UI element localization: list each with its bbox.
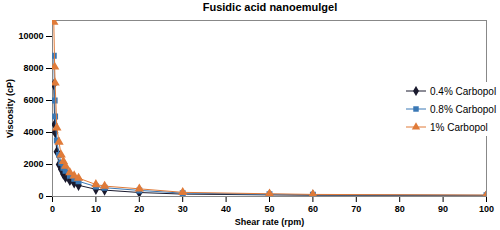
html-text:1% Carbopol: 1% Carbopol (430, 121, 488, 133)
html-text:Fusidic acid nanoemulgel: Fusidic acid nanoemulgel (202, 1, 338, 13)
svg-text:30: 30 (178, 204, 188, 214)
svg-text:0: 0 (38, 191, 43, 201)
svg-text:10000: 10000 (18, 31, 43, 41)
html-text:0.4% Carbopol: 0.4% Carbopol (430, 85, 497, 97)
svg-text:0: 0 (50, 204, 55, 214)
svg-text:4000: 4000 (23, 127, 43, 137)
svg-text:50: 50 (264, 204, 274, 214)
svg-text:20: 20 (134, 204, 144, 214)
svg-text:6000: 6000 (23, 95, 43, 105)
svg-text:Viscosity (cP): Viscosity (cP) (5, 79, 15, 138)
html-text:0.8% Carbopol: 0.8% Carbopol (430, 103, 497, 115)
svg-text:70: 70 (351, 204, 361, 214)
svg-text:10: 10 (91, 204, 101, 214)
svg-text:90: 90 (438, 204, 448, 214)
svg-text:60: 60 (308, 204, 318, 214)
svg-text:2000: 2000 (23, 159, 43, 169)
svg-text:80: 80 (395, 204, 405, 214)
svg-text:Shear rate (rpm): Shear rate (rpm) (235, 217, 305, 227)
svg-text:40: 40 (221, 204, 231, 214)
svg-text:100: 100 (479, 204, 494, 214)
svg-text:8000: 8000 (23, 63, 43, 73)
